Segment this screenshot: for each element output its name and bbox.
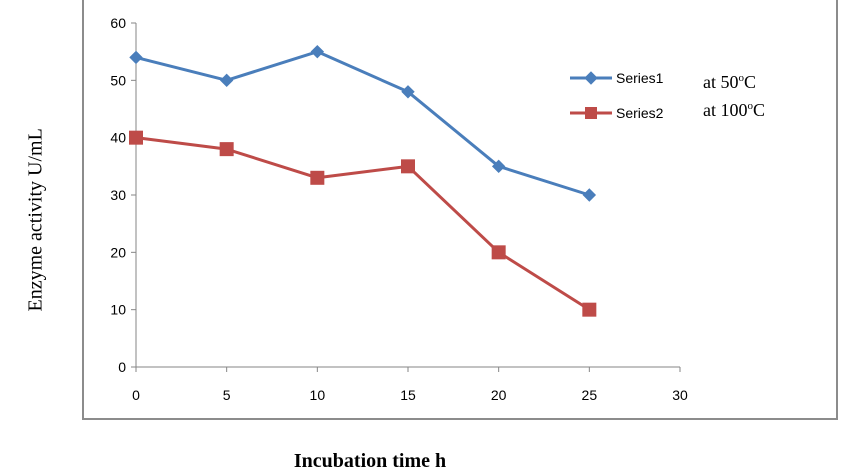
data-point-series1 [129, 50, 143, 65]
series-line-1 [135, 50, 590, 197]
data-point-series2 [129, 130, 143, 145]
legend-marker-2 [585, 107, 597, 119]
x-tick-label: 30 [672, 387, 688, 403]
data-point-series2 [310, 170, 325, 185]
x-tick-label: 0 [132, 387, 140, 403]
data-point-series1 [582, 188, 597, 202]
data-point-series1 [491, 159, 506, 174]
series-line-2 [135, 136, 591, 311]
y-tick-label: 30 [110, 187, 126, 203]
data-point-series2 [219, 142, 234, 157]
y-tick-label: 40 [110, 130, 126, 146]
legend-marker-1 [584, 71, 598, 85]
data-point-series1 [401, 85, 415, 99]
data-point-series2 [401, 159, 415, 174]
data-point-series1 [219, 73, 234, 88]
x-tick-label: 25 [582, 387, 598, 403]
x-tick-label: 20 [491, 387, 507, 403]
y-tick-label: 20 [110, 244, 126, 260]
series-annotation-1: at 50oC [703, 72, 756, 92]
legend-label-1: Series1 [616, 70, 664, 86]
legend-label-2: Series2 [616, 105, 664, 121]
chart-frame [82, 0, 838, 420]
data-point-series2 [491, 245, 506, 260]
y-tick-label: 10 [110, 302, 126, 318]
data-point-series2 [582, 302, 597, 317]
y-tick-label: 0 [118, 359, 126, 375]
x-tick-label: 5 [223, 387, 231, 403]
series-annotation-2: at 100oC [703, 100, 765, 120]
y-tick-label: 60 [110, 15, 126, 31]
y-tick-label: 50 [110, 72, 126, 88]
x-tick-label: 15 [400, 387, 416, 403]
x-tick-label: 10 [310, 387, 326, 403]
x-axis-label: Incubation time h [293, 450, 447, 472]
data-point-series1 [310, 44, 325, 59]
